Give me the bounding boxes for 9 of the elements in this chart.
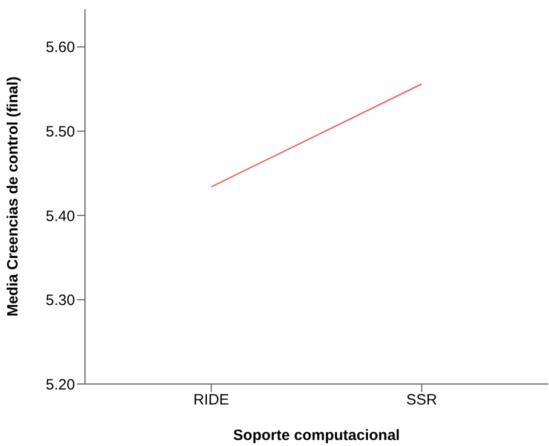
- y-tick-label: 5.60: [46, 39, 75, 56]
- y-tick-label: 5.30: [46, 292, 75, 310]
- x-tick-label: RIDE: [193, 392, 230, 409]
- x-tick-label: SSR: [406, 392, 438, 409]
- y-tick-label: 5.50: [46, 124, 75, 141]
- y-tick-label: 5.20: [46, 376, 75, 394]
- y-tick-label: 5.40: [46, 208, 75, 225]
- y-axis-title: Media Creencias de control (final): [4, 76, 22, 317]
- x-axis-title: Soporte computacional: [233, 427, 400, 444]
